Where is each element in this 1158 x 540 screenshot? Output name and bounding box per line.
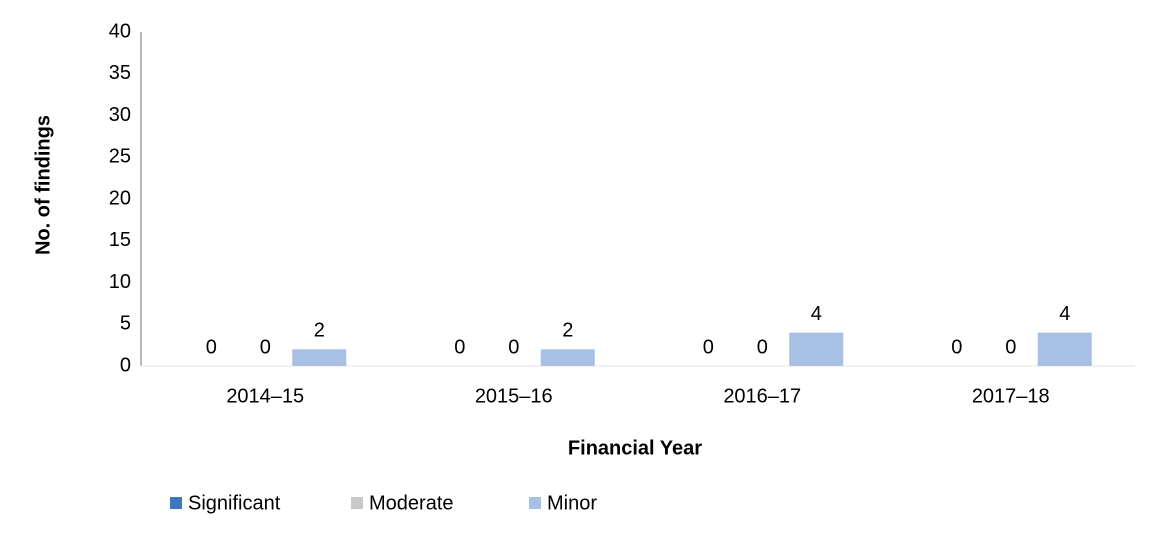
legend-swatch bbox=[529, 497, 541, 509]
bar bbox=[540, 349, 595, 366]
y-tick-label: 40 bbox=[109, 20, 131, 42]
data-label: 0 bbox=[703, 336, 714, 358]
data-label: 2 bbox=[562, 320, 573, 342]
y-tick-label: 25 bbox=[109, 146, 131, 168]
data-label: 0 bbox=[260, 336, 271, 358]
legend-swatch bbox=[351, 497, 363, 509]
y-tick-label: 5 bbox=[120, 313, 131, 335]
bar bbox=[1037, 332, 1092, 366]
x-tick-label: 2015–16 bbox=[475, 385, 553, 407]
data-label: 0 bbox=[1005, 336, 1016, 358]
legend-label: Significant bbox=[188, 492, 281, 514]
legend-swatch bbox=[170, 497, 182, 509]
data-label: 0 bbox=[206, 336, 217, 358]
data-label: 0 bbox=[508, 336, 519, 358]
bar bbox=[292, 349, 347, 366]
y-tick-label: 20 bbox=[109, 187, 131, 209]
y-tick-label: 0 bbox=[120, 354, 131, 376]
data-label: 0 bbox=[454, 336, 465, 358]
data-label: 4 bbox=[811, 303, 822, 325]
x-axis-title: Financial Year bbox=[568, 437, 702, 459]
y-tick-label: 15 bbox=[109, 229, 131, 251]
data-label: 4 bbox=[1059, 303, 1070, 325]
y-axis-title: No. of findings bbox=[32, 115, 54, 255]
x-tick-label: 2014–15 bbox=[226, 385, 304, 407]
y-tick-label: 10 bbox=[109, 271, 131, 293]
data-label: 0 bbox=[951, 336, 962, 358]
y-tick-label: 30 bbox=[109, 104, 131, 126]
legend-label: Moderate bbox=[369, 492, 454, 514]
data-label: 2 bbox=[314, 320, 325, 342]
legend-label: Minor bbox=[547, 492, 597, 514]
y-tick-label: 35 bbox=[109, 62, 131, 84]
x-tick-label: 2016–17 bbox=[723, 385, 801, 407]
x-tick-label: 2017–18 bbox=[972, 385, 1050, 407]
bar bbox=[789, 332, 844, 366]
data-label: 0 bbox=[757, 336, 768, 358]
